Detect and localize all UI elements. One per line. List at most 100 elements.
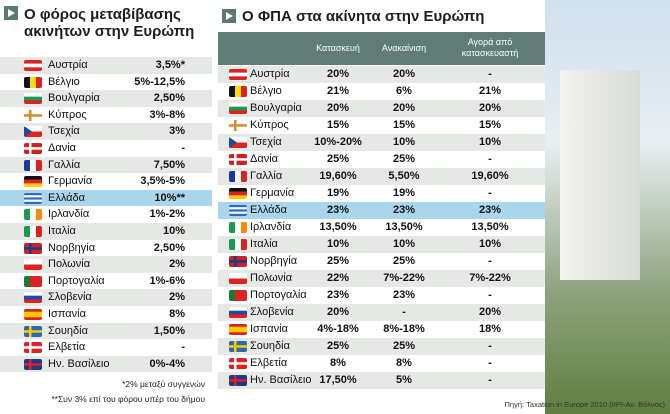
country: Πολωνία: [250, 272, 293, 284]
flag-part: [36, 159, 42, 171]
flag: [229, 86, 247, 97]
flag-part: [24, 109, 42, 114]
row-bg: [0, 239, 212, 257]
flag: [24, 292, 42, 304]
flag-part: [30, 275, 37, 287]
value: 10%: [392, 136, 416, 148]
value: 19%: [326, 187, 350, 199]
value: -: [181, 142, 185, 154]
flag: [229, 103, 247, 114]
country: Πορτογαλία: [250, 289, 307, 301]
flag: [229, 154, 247, 165]
flag-part: [24, 259, 42, 265]
flag: [229, 239, 247, 250]
flag: [24, 242, 42, 254]
row-bg: [0, 272, 212, 290]
flag: [24, 126, 42, 138]
value: 7%-22%: [469, 272, 511, 284]
value: 7,50%: [153, 158, 185, 171]
flag-part: [229, 195, 247, 199]
value: -: [488, 357, 492, 369]
value: 8%: [330, 357, 346, 369]
flag: [24, 60, 42, 71]
flag-part: [229, 379, 247, 382]
value: -: [488, 374, 492, 386]
country: Ιταλία: [250, 238, 278, 250]
flag-part: [241, 222, 247, 233]
flag: [229, 341, 247, 352]
row-bg: [218, 287, 545, 304]
flag-part: [24, 209, 31, 221]
row-bg: [218, 100, 545, 117]
flag-part: [229, 205, 247, 208]
flag-part: [229, 191, 247, 196]
flag-part: [24, 192, 42, 196]
country: Νορβηγία: [250, 255, 298, 267]
country: Γερμανία: [250, 187, 295, 199]
flag-part: [229, 69, 247, 73]
flag: [24, 309, 42, 320]
flag-part: [24, 317, 42, 320]
flag: [24, 358, 42, 370]
row-bg: [218, 134, 545, 151]
value: 23%: [392, 204, 416, 216]
flag-part: [24, 226, 31, 237]
flag-part: [24, 126, 32, 138]
flag-part: [229, 127, 247, 131]
flag-part: [24, 60, 42, 64]
value: 23%: [326, 204, 350, 216]
flag-part: [24, 311, 42, 315]
value: 5,50%: [388, 170, 420, 182]
flag-part: [24, 296, 42, 300]
flag-part: [24, 292, 42, 297]
flag-part: [241, 239, 247, 250]
country: Βέλγιο: [250, 85, 282, 97]
flag-part: [241, 171, 247, 182]
flag-part: [24, 199, 42, 202]
flag-part: [36, 209, 42, 221]
value: -: [488, 289, 492, 301]
row-bg: [0, 322, 212, 340]
row-bg: [218, 202, 545, 219]
flag-part: [24, 309, 42, 312]
value: 19,60%: [319, 170, 357, 182]
value: 1,50%: [153, 324, 185, 337]
value: 8%: [396, 357, 412, 369]
value: -: [488, 187, 492, 199]
flag-part: [229, 222, 236, 233]
flag-part: [229, 310, 247, 315]
value: 3,5%*: [155, 59, 185, 71]
value: 8%: [169, 308, 185, 320]
flag: [229, 375, 247, 386]
flag-part: [24, 100, 42, 105]
flag-part: [235, 239, 242, 250]
country: Κύπρος: [48, 108, 87, 121]
row-bg: [0, 306, 212, 323]
country: Ισπανία: [48, 308, 86, 320]
value: -: [402, 306, 406, 318]
flag-part: [36, 226, 42, 237]
row-bg: [0, 223, 212, 240]
row-bg: [218, 321, 545, 338]
flag-part: [24, 264, 42, 271]
value: 23%: [326, 289, 350, 301]
flag-part: [24, 131, 42, 138]
flag: [229, 307, 247, 318]
flag-part: [24, 183, 42, 188]
flag-part: [30, 159, 37, 171]
row-bg: [218, 168, 545, 185]
value: -: [488, 340, 492, 352]
country: Γερμανία: [48, 175, 93, 188]
flag-part: [229, 137, 237, 148]
row-bg: [218, 304, 545, 321]
arrow-icon: [4, 6, 18, 20]
value: 2,50%: [153, 241, 185, 254]
value: 25%: [326, 340, 350, 352]
note: *2% μεταξύ συγγενών: [122, 379, 205, 389]
flag: [229, 222, 247, 233]
value: 13,50%: [385, 221, 423, 233]
flag: [24, 342, 42, 354]
country: Γαλλία: [48, 158, 81, 171]
value: 10%**: [154, 191, 185, 204]
